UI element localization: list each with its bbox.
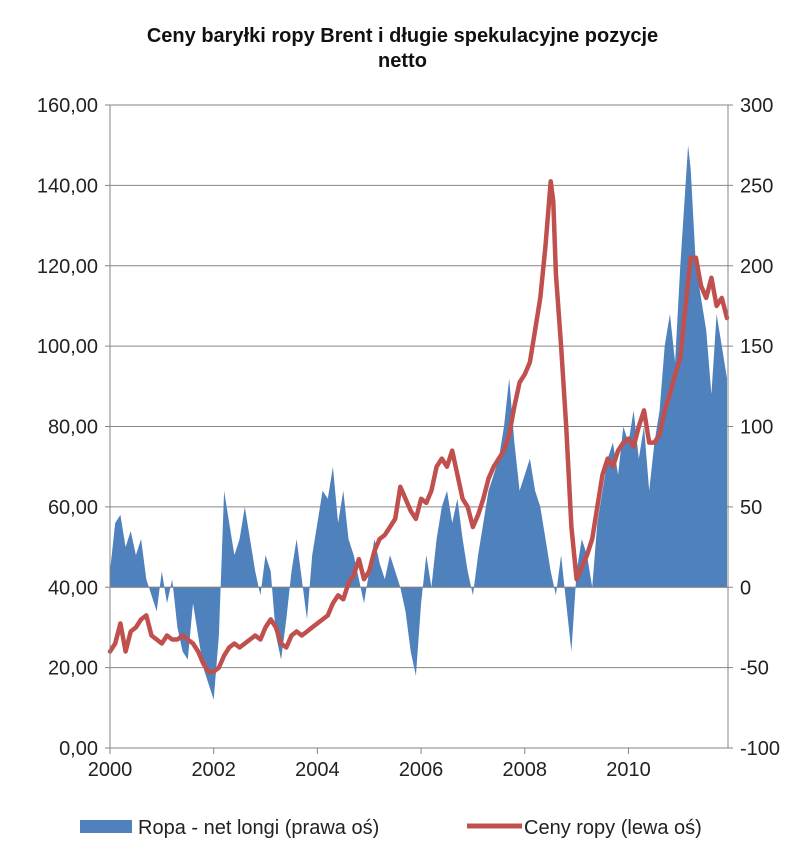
area-layer	[110, 145, 728, 700]
right-tick-label: 50	[740, 497, 762, 519]
x-tick-label: 2004	[295, 759, 340, 781]
axis-layer: 0,00 20,00 40,00 60,00 80,00 100,00 120,00 140,…	[37, 95, 780, 781]
right-tick-label: 100	[740, 417, 773, 439]
left-tick-label: 0,00	[59, 738, 98, 760]
right-tick-label: 150	[740, 336, 773, 358]
x-tick-label: 2006	[399, 759, 444, 781]
left-tick-label: 80,00	[48, 417, 98, 439]
x-tick-label: 2010	[606, 759, 651, 781]
left-tick-label: 60,00	[48, 497, 98, 519]
x-tick-label: 2000	[88, 759, 133, 781]
chart-title-line-1: Ceny baryłki ropy Brent i długie spekula…	[146, 25, 659, 47]
legend-swatch-area	[80, 820, 132, 833]
right-tick-label: 300	[740, 95, 773, 117]
right-tick-label: 200	[740, 256, 773, 278]
left-tick-label: 40,00	[48, 577, 98, 599]
x-tick-label: 2002	[191, 759, 236, 781]
legend-label-area: Ropa - net longi (prawa oś)	[138, 817, 379, 839]
left-tick-label: 140,00	[37, 175, 98, 197]
left-tick-label: 160,00	[37, 95, 98, 117]
legend: Ropa - net longi (prawa oś) Ceny ropy (le…	[80, 817, 702, 839]
net-long-area	[110, 145, 727, 700]
right-tick-label: -50	[740, 658, 769, 680]
left-tick-label: 100,00	[37, 336, 98, 358]
chart-title-line-2: netto	[378, 50, 427, 72]
line-layer	[107, 179, 730, 674]
left-tick-label: 120,00	[37, 256, 98, 278]
legend-label-line: Ceny ropy (lewa oś)	[524, 817, 702, 839]
right-tick-label: 250	[740, 175, 773, 197]
oil-price-line	[107, 179, 730, 674]
right-tick-label: 0	[740, 577, 751, 599]
x-tick-label: 2008	[503, 759, 548, 781]
chart-title: Ceny baryłki ropy Brent i długie spekula…	[0, 24, 805, 74]
right-tick-label: -100	[740, 738, 780, 760]
left-tick-label: 20,00	[48, 658, 98, 680]
